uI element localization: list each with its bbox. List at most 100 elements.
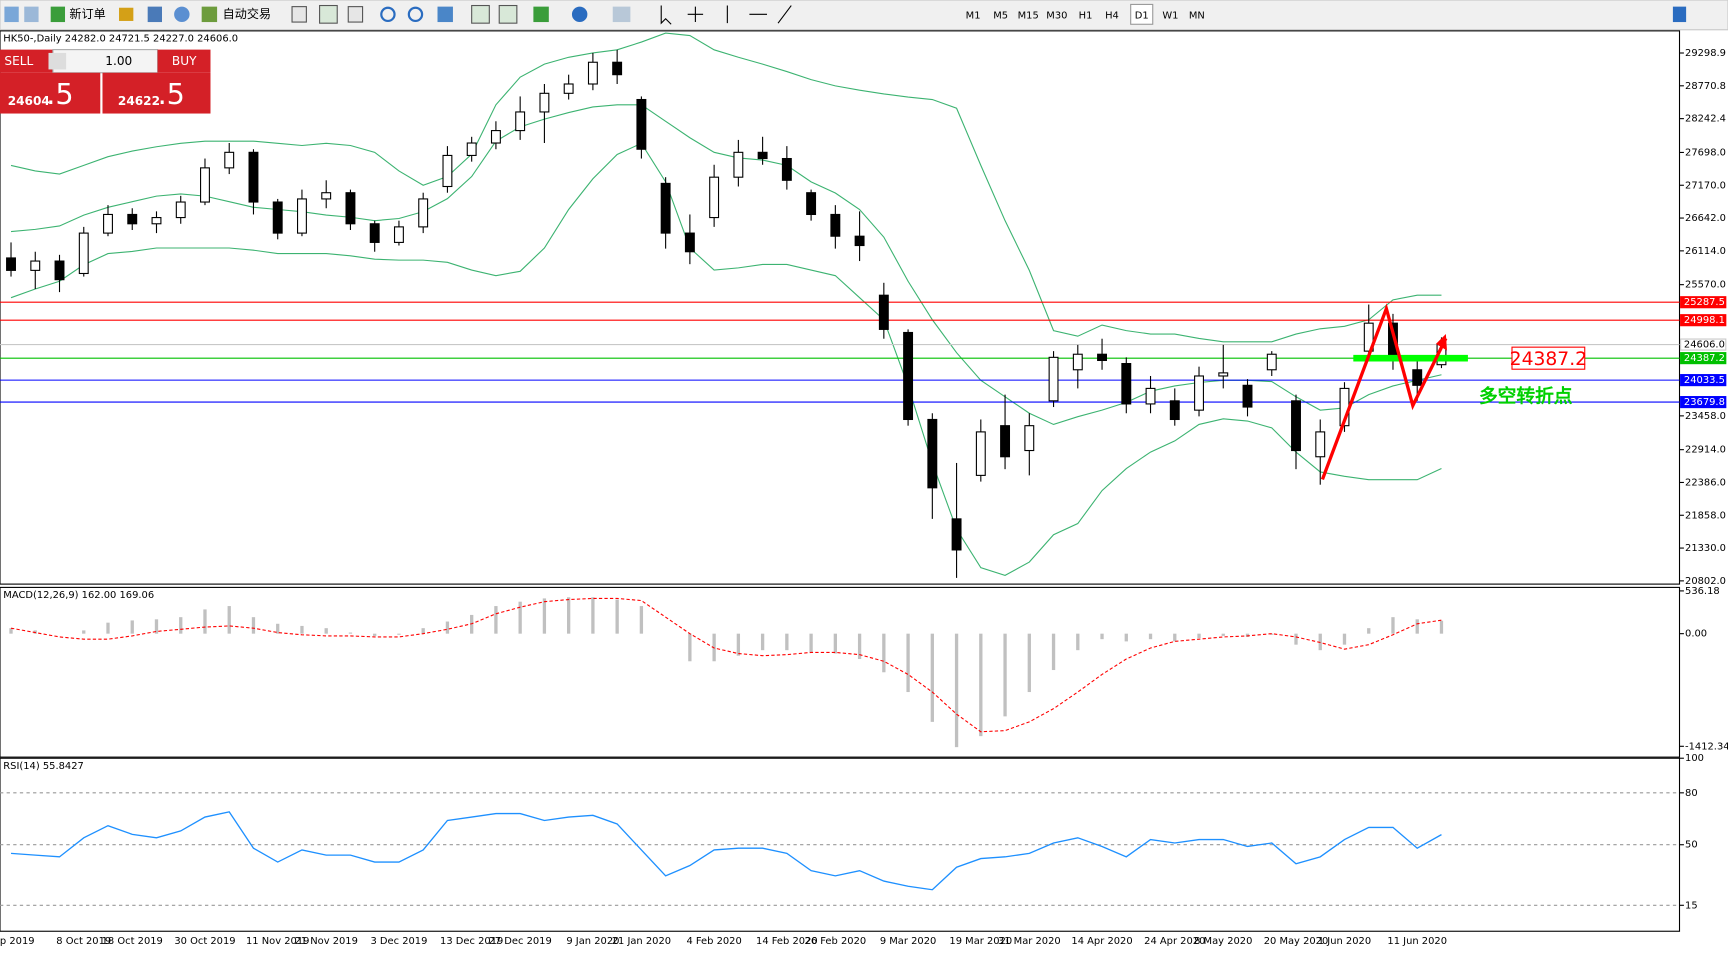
timeframe-button[interactable]: H4 [1105, 10, 1119, 21]
icon[interactable] [347, 6, 364, 23]
bid-pips[interactable]: .5 [46, 77, 73, 111]
icon[interactable] [407, 6, 424, 23]
arrow-head [1435, 333, 1447, 351]
macd-bar [1100, 633, 1104, 640]
level-marker [1353, 354, 1468, 362]
macd-bar [882, 633, 886, 673]
icon[interactable] [147, 6, 162, 23]
candle-body [587, 61, 598, 85]
buy-label[interactable]: BUY [172, 54, 197, 68]
macd-bar [591, 597, 595, 634]
macd-bar [639, 606, 644, 634]
buy-button[interactable] [157, 49, 211, 73]
macd-bar [736, 633, 741, 656]
y-tick-label: 22914.0 [1685, 445, 1726, 456]
macd-bar [203, 609, 207, 634]
candle-body [6, 257, 16, 271]
y-tick-label: 50 [1685, 840, 1698, 851]
y-tick-label: 20802.0 [1685, 576, 1726, 587]
candle-body [636, 98, 647, 150]
icon[interactable] [319, 4, 338, 24]
sell-label[interactable]: SELL [4, 54, 33, 68]
auto-trading-button[interactable]: 自动交易 [223, 6, 271, 21]
annotation-box [1511, 346, 1586, 370]
icon[interactable] [119, 7, 134, 21]
buy-price-box[interactable] [102, 72, 211, 114]
icon[interactable] [380, 6, 396, 23]
candle-body [466, 142, 477, 156]
spin-button[interactable] [48, 52, 67, 70]
icon[interactable] [201, 6, 218, 23]
candle-body [296, 198, 307, 234]
candle-body [927, 418, 938, 489]
candle-body [1097, 353, 1107, 362]
macd-bar [1221, 633, 1225, 636]
y-tick-label: 21858.0 [1685, 510, 1726, 521]
bollinger-band [10, 142, 1442, 577]
y-tick-label: 27170.0 [1685, 180, 1726, 191]
macd-bar [1027, 633, 1031, 693]
search-icon[interactable] [1672, 6, 1687, 23]
timeframe-button[interactable]: H1 [1079, 10, 1093, 21]
candle-body [127, 213, 138, 225]
y-tick-label: 21330.0 [1685, 543, 1726, 554]
macd-bar [276, 623, 280, 634]
new-order-button[interactable]: 新订单 [69, 6, 105, 21]
panel-title: HK50-,Daily 24282.0 24721.5 24227.0 2460… [3, 34, 238, 45]
ask-pips[interactable]: .5 [158, 77, 185, 111]
timeframe-button[interactable]: M30 [1046, 10, 1067, 21]
candle-body [200, 167, 210, 203]
sell-price-box[interactable] [0, 72, 101, 114]
icon[interactable] [533, 6, 549, 23]
candle-body [951, 518, 962, 551]
icon[interactable] [174, 6, 190, 23]
y-tick-label: -1412.34 [1685, 741, 1728, 752]
x-tick-label: Sep 2019 [0, 936, 35, 947]
timeframe-button[interactable]: MN [1189, 10, 1205, 21]
price-panel [0, 30, 1681, 585]
cursor-icon[interactable] [660, 5, 672, 25]
x-tick-label: 24 Apr 2020 [1144, 936, 1205, 947]
annotation-note: 多空转折点 [1479, 385, 1573, 407]
candle-body [103, 213, 113, 234]
timeframe-button[interactable]: M15 [1018, 10, 1039, 21]
candle-body [1072, 353, 1083, 371]
macd-bar [130, 620, 134, 634]
icon[interactable] [612, 6, 631, 23]
icon[interactable] [437, 6, 453, 23]
macd-bar [82, 630, 86, 634]
macd-bar [154, 619, 159, 634]
ask-price[interactable]: 24622 [118, 94, 160, 108]
icon[interactable] [50, 6, 66, 23]
timeframe-button[interactable]: W1 [1162, 10, 1178, 21]
icon[interactable] [291, 6, 307, 23]
candle-body [369, 223, 380, 243]
candle-body [30, 260, 41, 271]
candle-body [878, 294, 889, 330]
lot-value[interactable]: 1.00 [105, 54, 132, 68]
y-tick-label: 23458.0 [1685, 411, 1726, 422]
candle-body [563, 83, 574, 94]
candle-body [903, 331, 914, 421]
icon[interactable] [571, 6, 588, 23]
icon[interactable] [498, 4, 518, 24]
icon[interactable] [471, 4, 490, 24]
macd-bar [179, 617, 183, 634]
bid-price[interactable]: 24604 [8, 94, 50, 108]
y-tick-label: 29298.9 [1685, 48, 1726, 59]
line-tools[interactable] [726, 5, 792, 24]
annotation-price: 24387.2 [1510, 349, 1587, 370]
timeframe-button[interactable]: M5 [993, 10, 1008, 21]
macd-bar [9, 628, 13, 634]
sell-button[interactable] [0, 49, 53, 73]
crosshair-icon[interactable] [687, 6, 704, 23]
macd-bar [324, 628, 328, 634]
macd-bar [1439, 620, 1444, 634]
macd-bar [397, 633, 401, 635]
timeframe-button[interactable]: M1 [966, 10, 981, 21]
x-tick-label: 4 Feb 2020 [686, 936, 741, 947]
x-tick-label: 9 Jan 2020 [566, 936, 619, 947]
timeframe-button[interactable]: D1 [1135, 10, 1149, 21]
